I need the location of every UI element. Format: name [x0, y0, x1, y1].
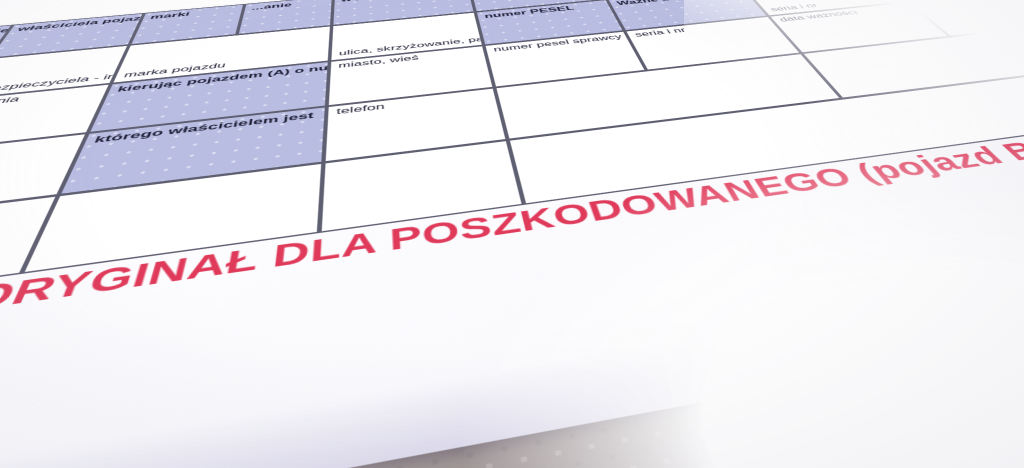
label-anie-hdr: ...anie — [251, 1, 293, 12]
label-valid-from: od dnia — [0, 95, 22, 109]
label-valid-until: Ważne do — [615, 0, 679, 7]
label-telephone-left: telefon — [336, 102, 385, 117]
label-owner-name: właściciela pojazdu / nazwa firmy — [15, 13, 145, 33]
label-series-nr-2: seria i nr — [633, 27, 688, 39]
label-locality-hdr: w miejscowości — [341, 0, 443, 3]
label-vehicle-make-hdr: marki — [149, 10, 191, 21]
